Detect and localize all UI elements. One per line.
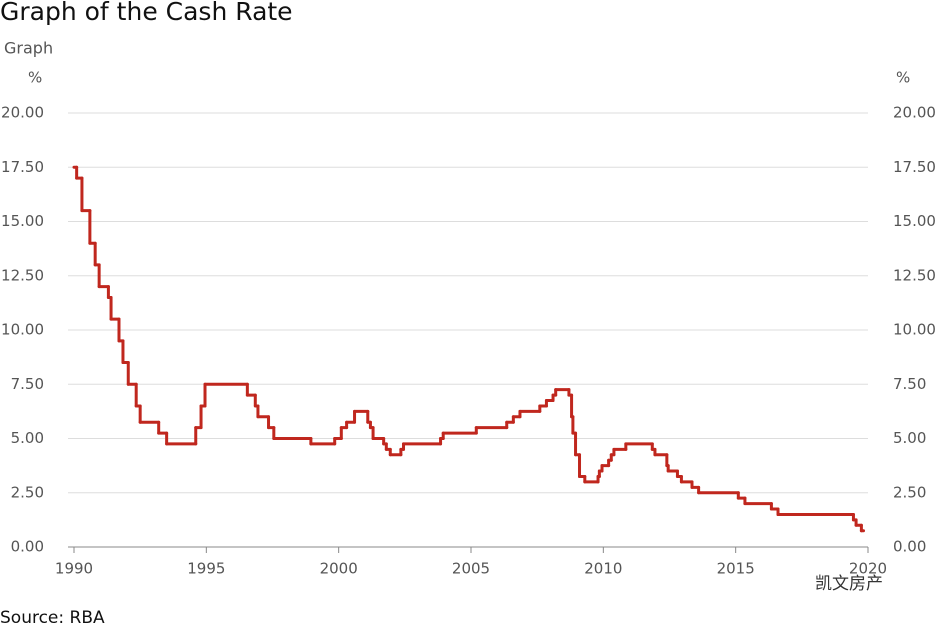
y2-tick-label: 17.50: [893, 158, 936, 176]
y2-tick-label: 10.00: [893, 321, 936, 339]
x-tick-label: 2015: [717, 560, 755, 578]
y-tick-label: 10.00: [1, 321, 44, 339]
chart-title: Graph of the Cash Rate: [0, 0, 293, 26]
y-tick-label: 17.50: [1, 158, 44, 176]
y-tick-label: 5.00: [11, 429, 44, 447]
x-tick-label: 1990: [55, 560, 93, 578]
watermark: 凯文房产: [815, 574, 883, 594]
y2-tick-label: 0.00: [893, 538, 926, 556]
y-axis-label: %: [28, 69, 42, 87]
x-tick-label: 2020: [849, 560, 887, 578]
y-tick-label: 12.50: [1, 266, 44, 284]
y2-tick-label: 20.00: [893, 104, 936, 122]
subtitle: Graph: [4, 39, 53, 58]
y-tick-label: 20.00: [1, 104, 44, 122]
x-tick-label: 2000: [320, 560, 358, 578]
y2-tick-label: 12.50: [893, 266, 936, 284]
x-tick-label: 2005: [452, 560, 490, 578]
y-tick-label: 2.50: [11, 483, 44, 501]
source: Source: RBA: [0, 608, 105, 627]
y2-tick-label: 15.00: [893, 212, 936, 230]
y-tick-label: 7.50: [11, 375, 44, 393]
y2-tick-label: 7.50: [893, 375, 926, 393]
x-tick-label: 1995: [187, 560, 225, 578]
x-tick-label: 2010: [584, 560, 622, 578]
y2-tick-label: 5.00: [893, 429, 926, 447]
y-tick-label: 15.00: [1, 212, 44, 230]
y2-tick-label: 2.50: [893, 483, 926, 501]
y-tick-label: 0.00: [11, 538, 44, 556]
y2-axis-label: %: [896, 69, 910, 87]
